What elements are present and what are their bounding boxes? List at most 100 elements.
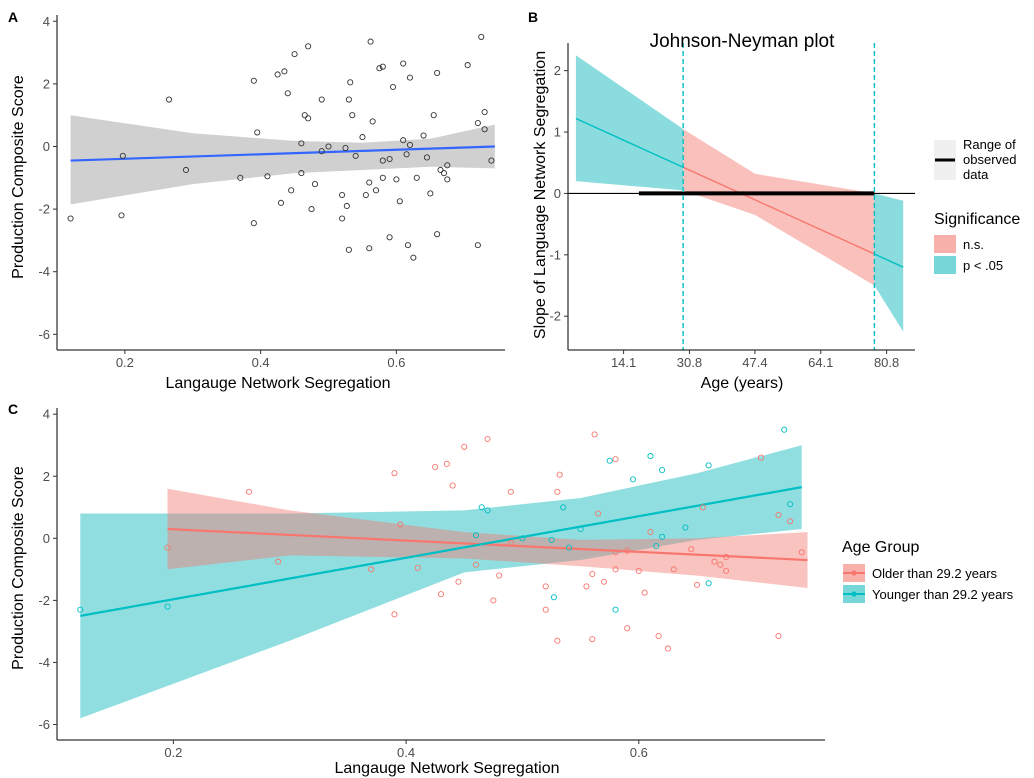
legend-ns-key (934, 235, 956, 253)
older-point (635, 567, 642, 574)
younger-point (478, 504, 485, 511)
older-point (583, 583, 590, 590)
panel-c-y-tick-label: 4 (43, 407, 50, 422)
older-point (496, 572, 503, 579)
panel-a-y-tick-label: -2 (38, 202, 50, 217)
data-point (434, 69, 441, 76)
panel-c-y-tick-label: -2 (38, 593, 50, 608)
fit-line-older (167, 527, 808, 562)
data-point (362, 191, 369, 199)
panel-b-letter: B (528, 9, 538, 25)
fit-line (70, 145, 495, 162)
panel-a-y-tick-label: 2 (43, 76, 50, 91)
older-point (507, 488, 514, 495)
older-point (641, 589, 648, 596)
older-point (589, 570, 596, 578)
panel-a-y-tick-label: -6 (38, 327, 50, 342)
data-point (250, 77, 257, 84)
panel-a-y-tick-label: 4 (43, 14, 50, 29)
data-point (478, 33, 485, 40)
ci-band-older (167, 488, 808, 588)
older-point (612, 549, 619, 556)
older-point (472, 561, 479, 568)
panel-c-y-tick-label: 0 (43, 531, 50, 546)
data-point (325, 143, 332, 150)
data-point (420, 132, 427, 139)
panel-b-x-tick-label: 30.8 (677, 355, 702, 370)
older-point (554, 488, 561, 495)
older-point (655, 633, 662, 640)
data-point (434, 231, 441, 238)
data-point (318, 148, 325, 155)
ci-band-significant-left (575, 55, 684, 191)
older-point (461, 443, 468, 450)
data-point (250, 220, 257, 227)
data-point (413, 174, 420, 181)
younger-point (629, 476, 637, 483)
panel-b-y-tick-label: 2 (554, 63, 561, 78)
younger-point (164, 603, 171, 610)
legend-ns-label: n.s. (963, 237, 984, 252)
older-point (775, 511, 782, 519)
legend-older-label: Older than 29.2 years (872, 566, 998, 581)
data-point (345, 246, 352, 253)
panel-a-x-tick-label: 0.2 (116, 355, 134, 370)
older-point (612, 566, 619, 573)
data-point (347, 79, 354, 86)
panel-b-x-tick-label: 14.1 (611, 355, 636, 370)
data-point (393, 176, 400, 183)
slope-line-not-significant (682, 166, 875, 255)
panel-c-letter: C (8, 401, 18, 417)
data-point (403, 151, 410, 158)
data-point (284, 90, 291, 97)
older-point (711, 558, 718, 565)
older-point (591, 431, 598, 438)
data-point (386, 234, 393, 241)
data-point (352, 152, 359, 159)
data-point (254, 129, 261, 136)
panel-c-axes (56, 408, 825, 741)
data-point (430, 112, 437, 119)
legend-significance: Significance n.s. p < .05 (934, 211, 1020, 274)
data-point (427, 190, 434, 197)
panel-a-y-tick-label: -4 (38, 264, 50, 279)
data-point (444, 162, 451, 169)
ci-band-significant-right (874, 193, 904, 332)
younger-point (77, 606, 84, 613)
fit-line-younger (80, 486, 802, 617)
older-point (664, 645, 671, 652)
data-point (376, 65, 383, 72)
data-point (288, 187, 295, 194)
older-point (699, 504, 706, 511)
data-point (339, 215, 346, 222)
panel-b-ticks: 14.1 30.8 47.4 64.1 80.8 2 1 0 -1 -2 (549, 63, 899, 370)
older-point (624, 625, 631, 632)
panel-b-x-tick-label: 80.8 (874, 355, 899, 370)
younger-point (787, 501, 794, 508)
legend-sig-label: p < .05 (963, 258, 1003, 273)
legend-range-label: Range of observed data (963, 137, 1020, 182)
data-point (372, 187, 380, 194)
data-point (488, 157, 495, 164)
younger-point (682, 524, 689, 531)
older-point (723, 553, 730, 560)
older-point (275, 558, 282, 565)
data-point (349, 112, 356, 119)
panel-c-ci-bands (80, 445, 808, 719)
legend-range: Range of observed data (934, 137, 1020, 182)
data-point (67, 215, 74, 222)
younger-point (606, 457, 613, 464)
panel-b-axes (567, 43, 915, 351)
younger-point (548, 536, 555, 543)
older-point (391, 470, 398, 477)
older-point (455, 578, 462, 585)
legend-older-point (851, 570, 857, 576)
older-point (164, 544, 171, 551)
panel-a-x-tick-label: 0.6 (387, 355, 405, 370)
data-point (264, 173, 271, 180)
younger-point (612, 606, 619, 613)
data-point (281, 68, 288, 75)
older-point (693, 581, 701, 588)
data-point (400, 137, 407, 144)
data-point (318, 96, 325, 103)
